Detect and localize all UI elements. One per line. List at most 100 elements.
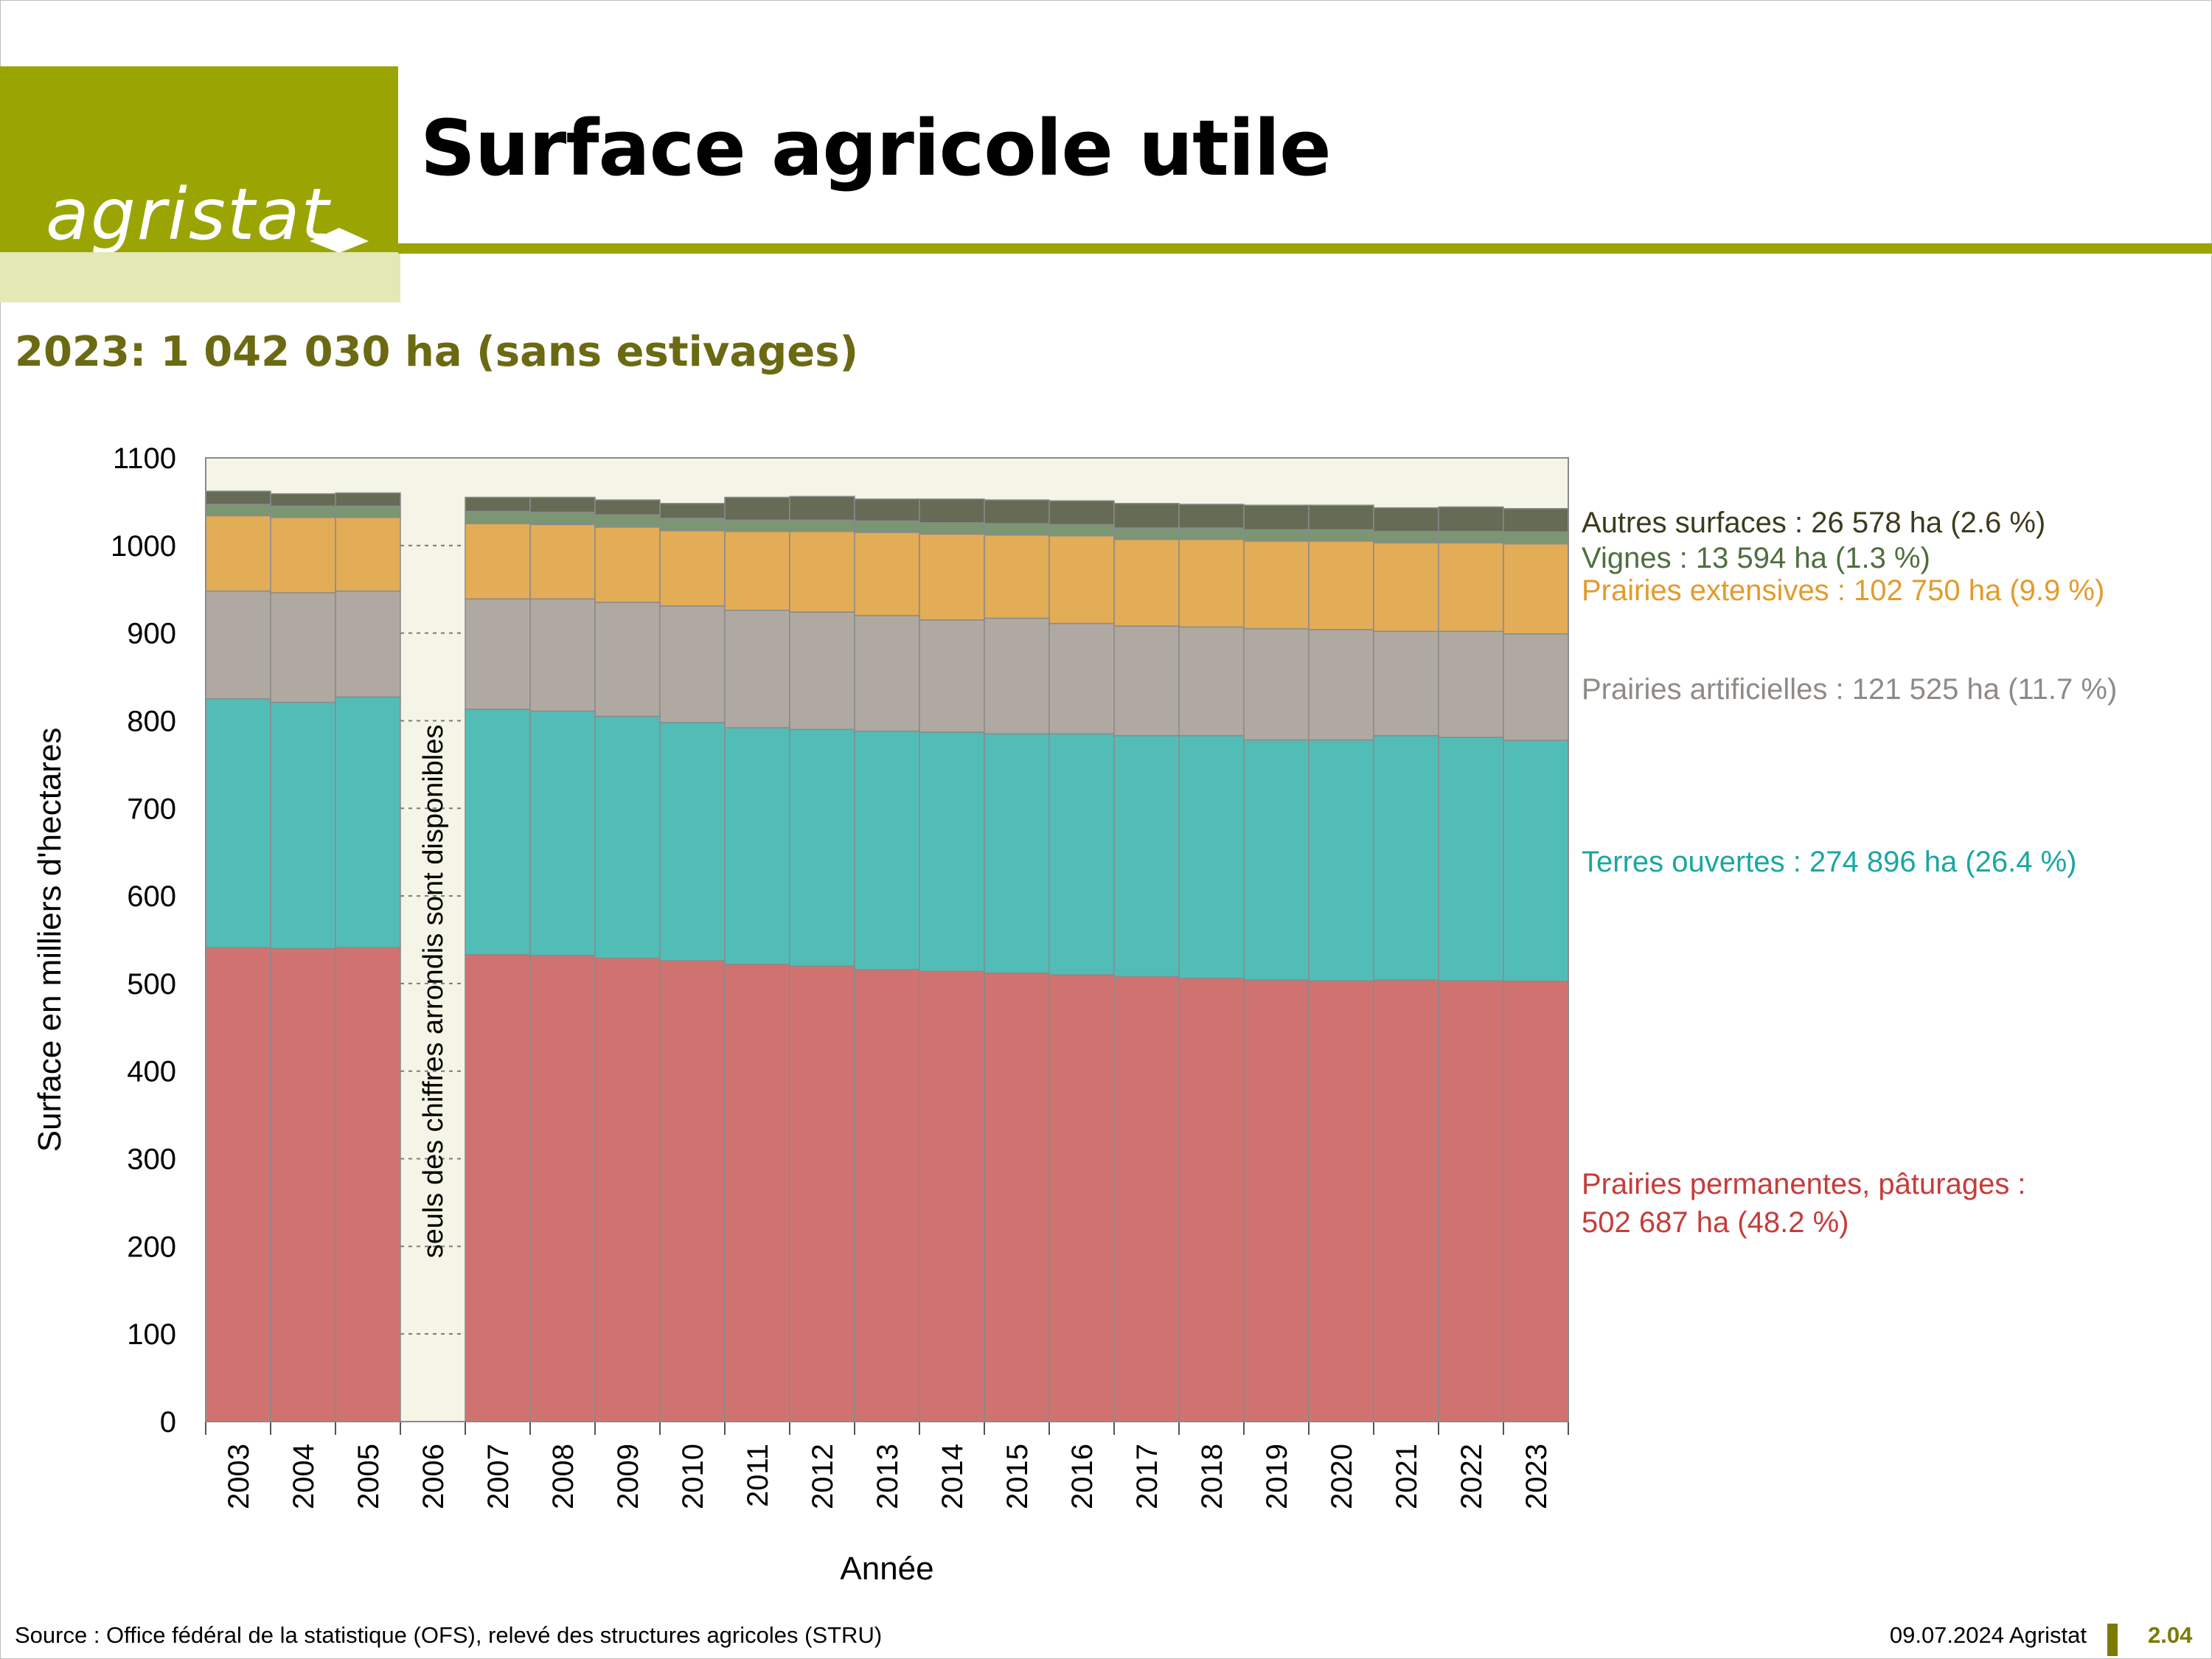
bar-segment (724, 496, 790, 521)
bar-segment (919, 498, 985, 524)
bar-segment (919, 619, 985, 733)
y-tick-label: 500 (127, 968, 176, 1001)
bar-segment (270, 947, 336, 1422)
bar-segment (1308, 540, 1374, 630)
bar-segment (1308, 739, 1374, 982)
bar-segment (594, 499, 661, 515)
bar-segment (854, 730, 920, 970)
bar-segment (1438, 542, 1504, 633)
bar-segment (205, 490, 271, 505)
y-tick-label: 600 (127, 880, 176, 913)
bar-segment (270, 505, 336, 518)
bar-segment (984, 972, 1050, 1422)
bar-segment (1503, 633, 1569, 741)
bar-segment (1503, 531, 1569, 545)
bar-segment (724, 727, 790, 965)
bar-segment (659, 605, 726, 723)
x-tick-label: 2016 (1066, 1444, 1099, 1509)
bar-segment (1308, 980, 1374, 1422)
bar-segment (984, 534, 1050, 619)
y-axis-label: Surface en milliers d'hectares (32, 728, 68, 1152)
bar-segment (659, 960, 726, 1422)
bar-segment (1048, 733, 1115, 975)
bar-segment (1308, 529, 1374, 542)
legend-label: Prairies extensives : 102 750 ha (9.9 %) (1582, 574, 2104, 607)
legend-label: Prairies permanentes, pâturages : (1582, 1168, 2026, 1200)
bar-segment (594, 526, 661, 603)
bar-segment (1048, 535, 1115, 625)
y-tick-label: 900 (127, 618, 176, 650)
y-tick-label: 400 (127, 1056, 176, 1088)
bar-segment (1243, 529, 1310, 542)
bar-segment (1373, 507, 1439, 532)
bar-segment (789, 611, 855, 731)
bar-segment (1048, 524, 1115, 537)
gap-annotation: seuls des chiffres arrondis sont disponi… (418, 725, 449, 1259)
bar-segment (984, 523, 1050, 536)
bar-segment (1438, 980, 1504, 1422)
bar-segment (335, 696, 401, 948)
footer-date: 09.07.2024 Agristat (1889, 1622, 2087, 1648)
bar-segment (919, 533, 985, 621)
x-axis-label: Année (840, 1551, 933, 1587)
bar-segment (594, 514, 661, 528)
y-tick-label: 200 (127, 1231, 176, 1263)
bar-segment (984, 499, 1050, 524)
bar-segment (1503, 980, 1569, 1422)
bar-segment (465, 709, 531, 956)
logo-text: agristat (46, 173, 331, 256)
x-tick-label: 2004 (288, 1444, 320, 1509)
y-tick-label: 1100 (113, 442, 176, 475)
x-tick-label: 2010 (677, 1444, 709, 1509)
page-title: Surface agricole utile (420, 103, 1332, 193)
legend-label: Autres surfaces : 26 578 ha (2.6 %) (1582, 507, 2045, 539)
legend-label: 502 687 ha (48.2 %) (1582, 1206, 1848, 1239)
bar-segment (659, 722, 726, 961)
bar-segment (465, 953, 531, 1422)
x-tick-label: 2011 (742, 1444, 774, 1507)
bar-segment (854, 969, 920, 1422)
bar-segment (724, 531, 790, 611)
bar-segment (1048, 974, 1115, 1422)
bar-segment (659, 518, 726, 532)
y-tick-label: 1000 (111, 530, 176, 563)
bar-segment (984, 617, 1050, 735)
x-tick-label: 2015 (1001, 1444, 1034, 1509)
bar-segment (1113, 625, 1180, 737)
bar-segment (854, 532, 920, 616)
bar-segment (529, 496, 596, 513)
bar-segment (1113, 503, 1180, 529)
bar-segment (1373, 979, 1439, 1422)
bar-segment (1178, 626, 1245, 737)
bar-segment (984, 733, 1050, 974)
bar-segment (335, 492, 401, 507)
bar-segment (1373, 531, 1439, 544)
bar-segment (465, 510, 531, 524)
bar-segment (594, 715, 661, 959)
x-tick-label: 2007 (482, 1444, 515, 1509)
bar-segment (1308, 504, 1374, 531)
x-tick-label: 2009 (612, 1444, 644, 1509)
bar-segment (724, 964, 790, 1422)
bar-segment (529, 955, 596, 1422)
bar-segment (919, 731, 985, 973)
bar-segment (789, 519, 855, 532)
x-tick-label: 2012 (807, 1444, 839, 1509)
x-tick-label: 2006 (417, 1444, 450, 1509)
header-rule (398, 243, 2212, 254)
legend-label: Prairies artificielles : 121 525 ha (11.… (1582, 673, 2117, 706)
bar-segment (529, 710, 596, 956)
bar-segment (529, 511, 596, 526)
bar-segment (659, 529, 726, 607)
bar-segment (1373, 734, 1439, 981)
bar-segment (529, 524, 596, 600)
bar-segment (919, 970, 985, 1422)
logo: agristat (0, 66, 398, 282)
x-tick-label: 2020 (1326, 1444, 1358, 1509)
bar-segment (1178, 978, 1245, 1422)
bar-segment (465, 496, 531, 512)
y-tick-label: 700 (127, 793, 176, 825)
y-tick-label: 0 (160, 1406, 176, 1439)
bar-segment (205, 590, 271, 700)
bar-segment (529, 598, 596, 712)
